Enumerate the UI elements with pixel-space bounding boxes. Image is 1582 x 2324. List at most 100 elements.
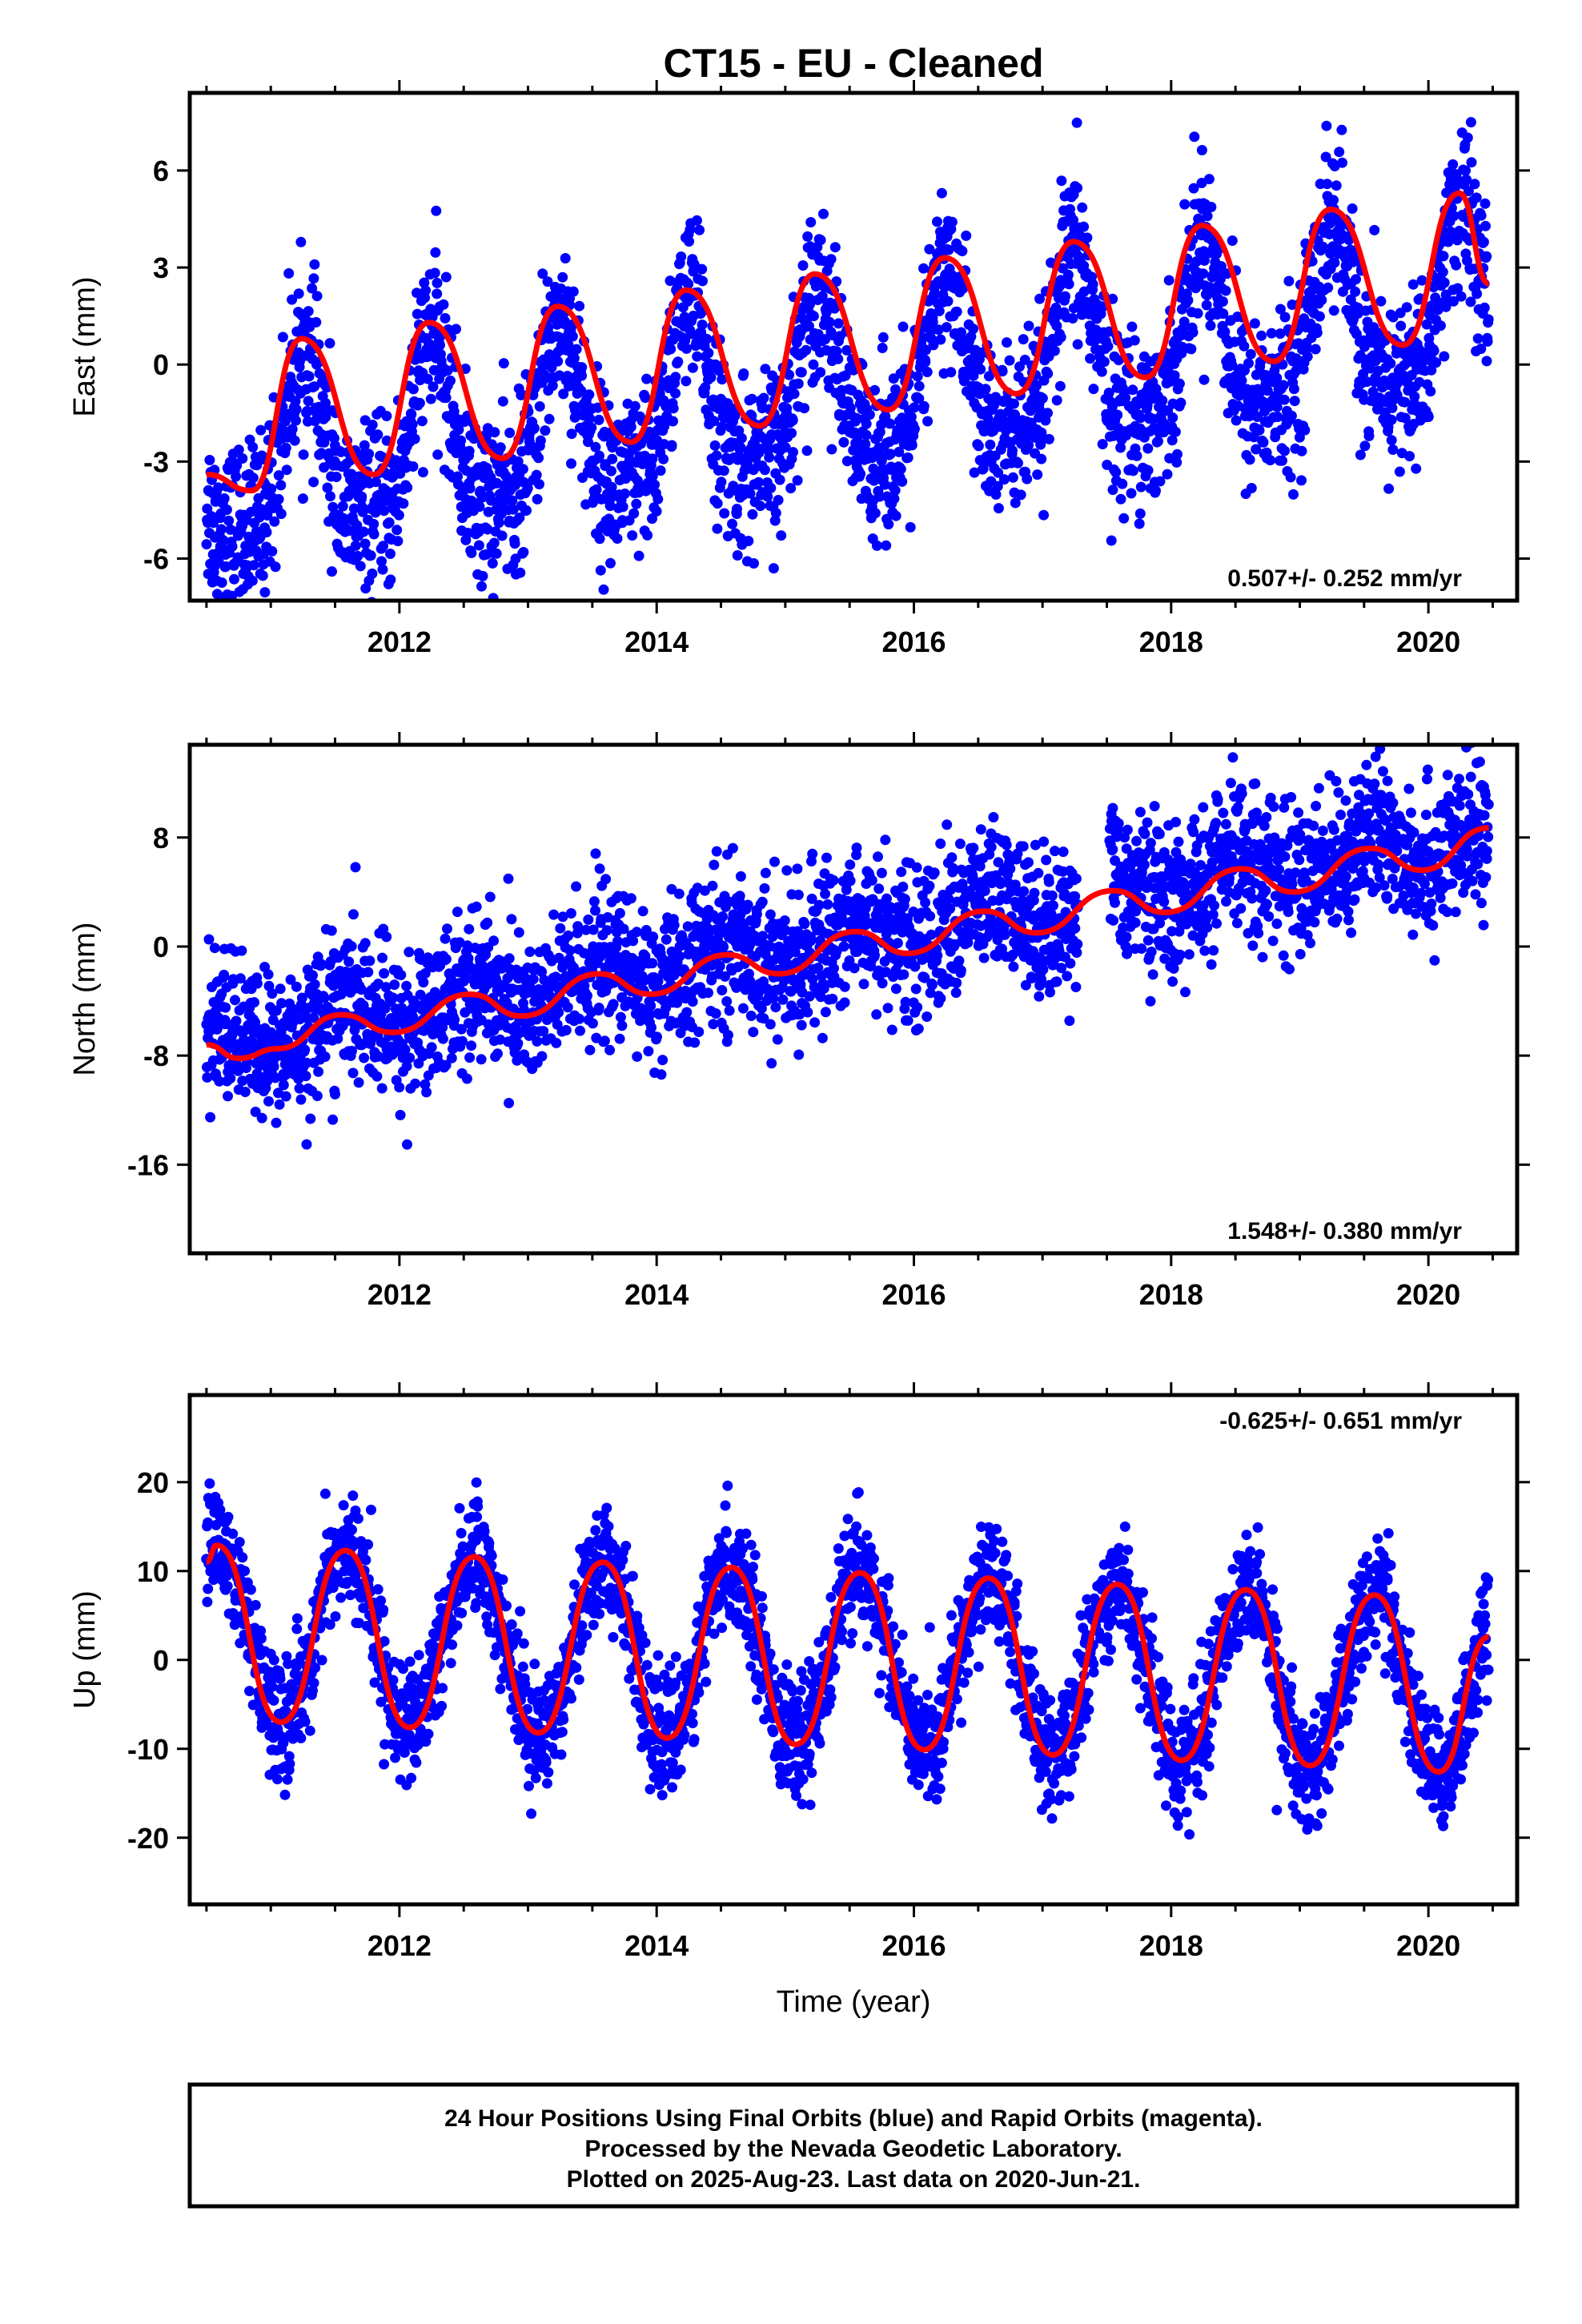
- east-point: [1072, 183, 1083, 194]
- east-point: [297, 493, 308, 505]
- east-point: [746, 393, 757, 404]
- east-point: [668, 403, 679, 414]
- east-point: [518, 547, 529, 557]
- north-point: [827, 993, 838, 1004]
- north-point: [751, 909, 762, 920]
- east-point: [1246, 483, 1257, 493]
- north-point: [583, 914, 594, 925]
- north-point: [359, 1052, 370, 1063]
- east-point: [1279, 445, 1290, 456]
- east-point: [504, 428, 516, 438]
- east-point: [533, 452, 544, 464]
- east-point: [287, 294, 298, 305]
- north-point: [239, 1087, 251, 1097]
- east-point: [237, 453, 248, 464]
- east-point: [1328, 195, 1339, 206]
- north-point: [734, 891, 745, 902]
- east-point: [815, 235, 826, 246]
- east-point: [537, 268, 548, 279]
- east-point: [368, 518, 379, 529]
- east-y-tick-label: 0: [153, 348, 169, 381]
- north-point: [919, 972, 930, 983]
- east-point: [1049, 345, 1060, 356]
- east-point: [789, 388, 800, 400]
- east-point: [367, 420, 378, 430]
- east-point: [658, 453, 669, 464]
- east-point: [1278, 380, 1289, 391]
- north-point: [582, 990, 592, 1001]
- east-point: [367, 568, 378, 579]
- north-point: [880, 834, 891, 846]
- east-point: [255, 424, 267, 436]
- east-point: [1051, 395, 1062, 406]
- north-point: [307, 970, 318, 981]
- north-point: [280, 1091, 291, 1102]
- east-point: [1258, 436, 1269, 448]
- east-point: [590, 441, 601, 452]
- east-point: [855, 468, 866, 480]
- east-point: [1478, 236, 1489, 247]
- east-point: [287, 424, 298, 435]
- east-point: [259, 587, 271, 598]
- east-point: [416, 416, 428, 427]
- north-point: [550, 971, 561, 983]
- east-point: [466, 548, 477, 558]
- east-point: [1201, 300, 1212, 311]
- north-point: [461, 1073, 472, 1084]
- east-point: [692, 215, 702, 226]
- north-point: [563, 930, 574, 941]
- east-point: [1056, 175, 1067, 187]
- east-point: [1428, 345, 1439, 356]
- east-point: [881, 540, 892, 551]
- north-point: [571, 881, 582, 892]
- east-point: [985, 439, 996, 450]
- east-point: [456, 435, 467, 446]
- east-point: [1182, 295, 1194, 306]
- east-point: [647, 453, 658, 464]
- east-point: [920, 356, 931, 368]
- east-point: [1113, 355, 1124, 366]
- east-point: [1171, 456, 1182, 468]
- east-point: [665, 275, 676, 287]
- north-point: [315, 959, 327, 970]
- north-point: [844, 955, 855, 966]
- east-point: [946, 367, 957, 378]
- east-point: [770, 508, 781, 519]
- north-point: [528, 974, 539, 985]
- east-point: [716, 476, 727, 488]
- east-point: [1239, 340, 1250, 352]
- east-point: [528, 423, 540, 434]
- east-point: [747, 509, 758, 520]
- north-point: [699, 885, 710, 896]
- east-point: [1386, 414, 1397, 425]
- north-point: [231, 1015, 242, 1027]
- east-point: [1215, 261, 1227, 271]
- east-point: [649, 479, 661, 490]
- north-point: [839, 997, 850, 1008]
- east-point: [993, 503, 1004, 514]
- north-point: [813, 899, 825, 911]
- north-point: [735, 870, 746, 882]
- north-point: [652, 1031, 662, 1043]
- north-point: [935, 838, 946, 849]
- north-point: [703, 987, 713, 999]
- east-point: [796, 367, 807, 378]
- north-point: [943, 894, 954, 905]
- east-point: [254, 512, 265, 523]
- east-point: [440, 392, 452, 404]
- east-point: [542, 276, 553, 287]
- north-point: [882, 1003, 893, 1014]
- north-point: [220, 1002, 231, 1013]
- east-point: [428, 381, 439, 392]
- east-point: [355, 561, 366, 572]
- east-point: [1399, 412, 1411, 424]
- north-point: [235, 973, 246, 984]
- east-point: [451, 324, 461, 335]
- north-point: [580, 924, 592, 935]
- east-point: [1385, 358, 1396, 369]
- east-point: [1227, 235, 1238, 246]
- east-point: [293, 288, 304, 300]
- north-point: [565, 908, 576, 919]
- north-point: [890, 983, 901, 995]
- east-point: [968, 370, 979, 381]
